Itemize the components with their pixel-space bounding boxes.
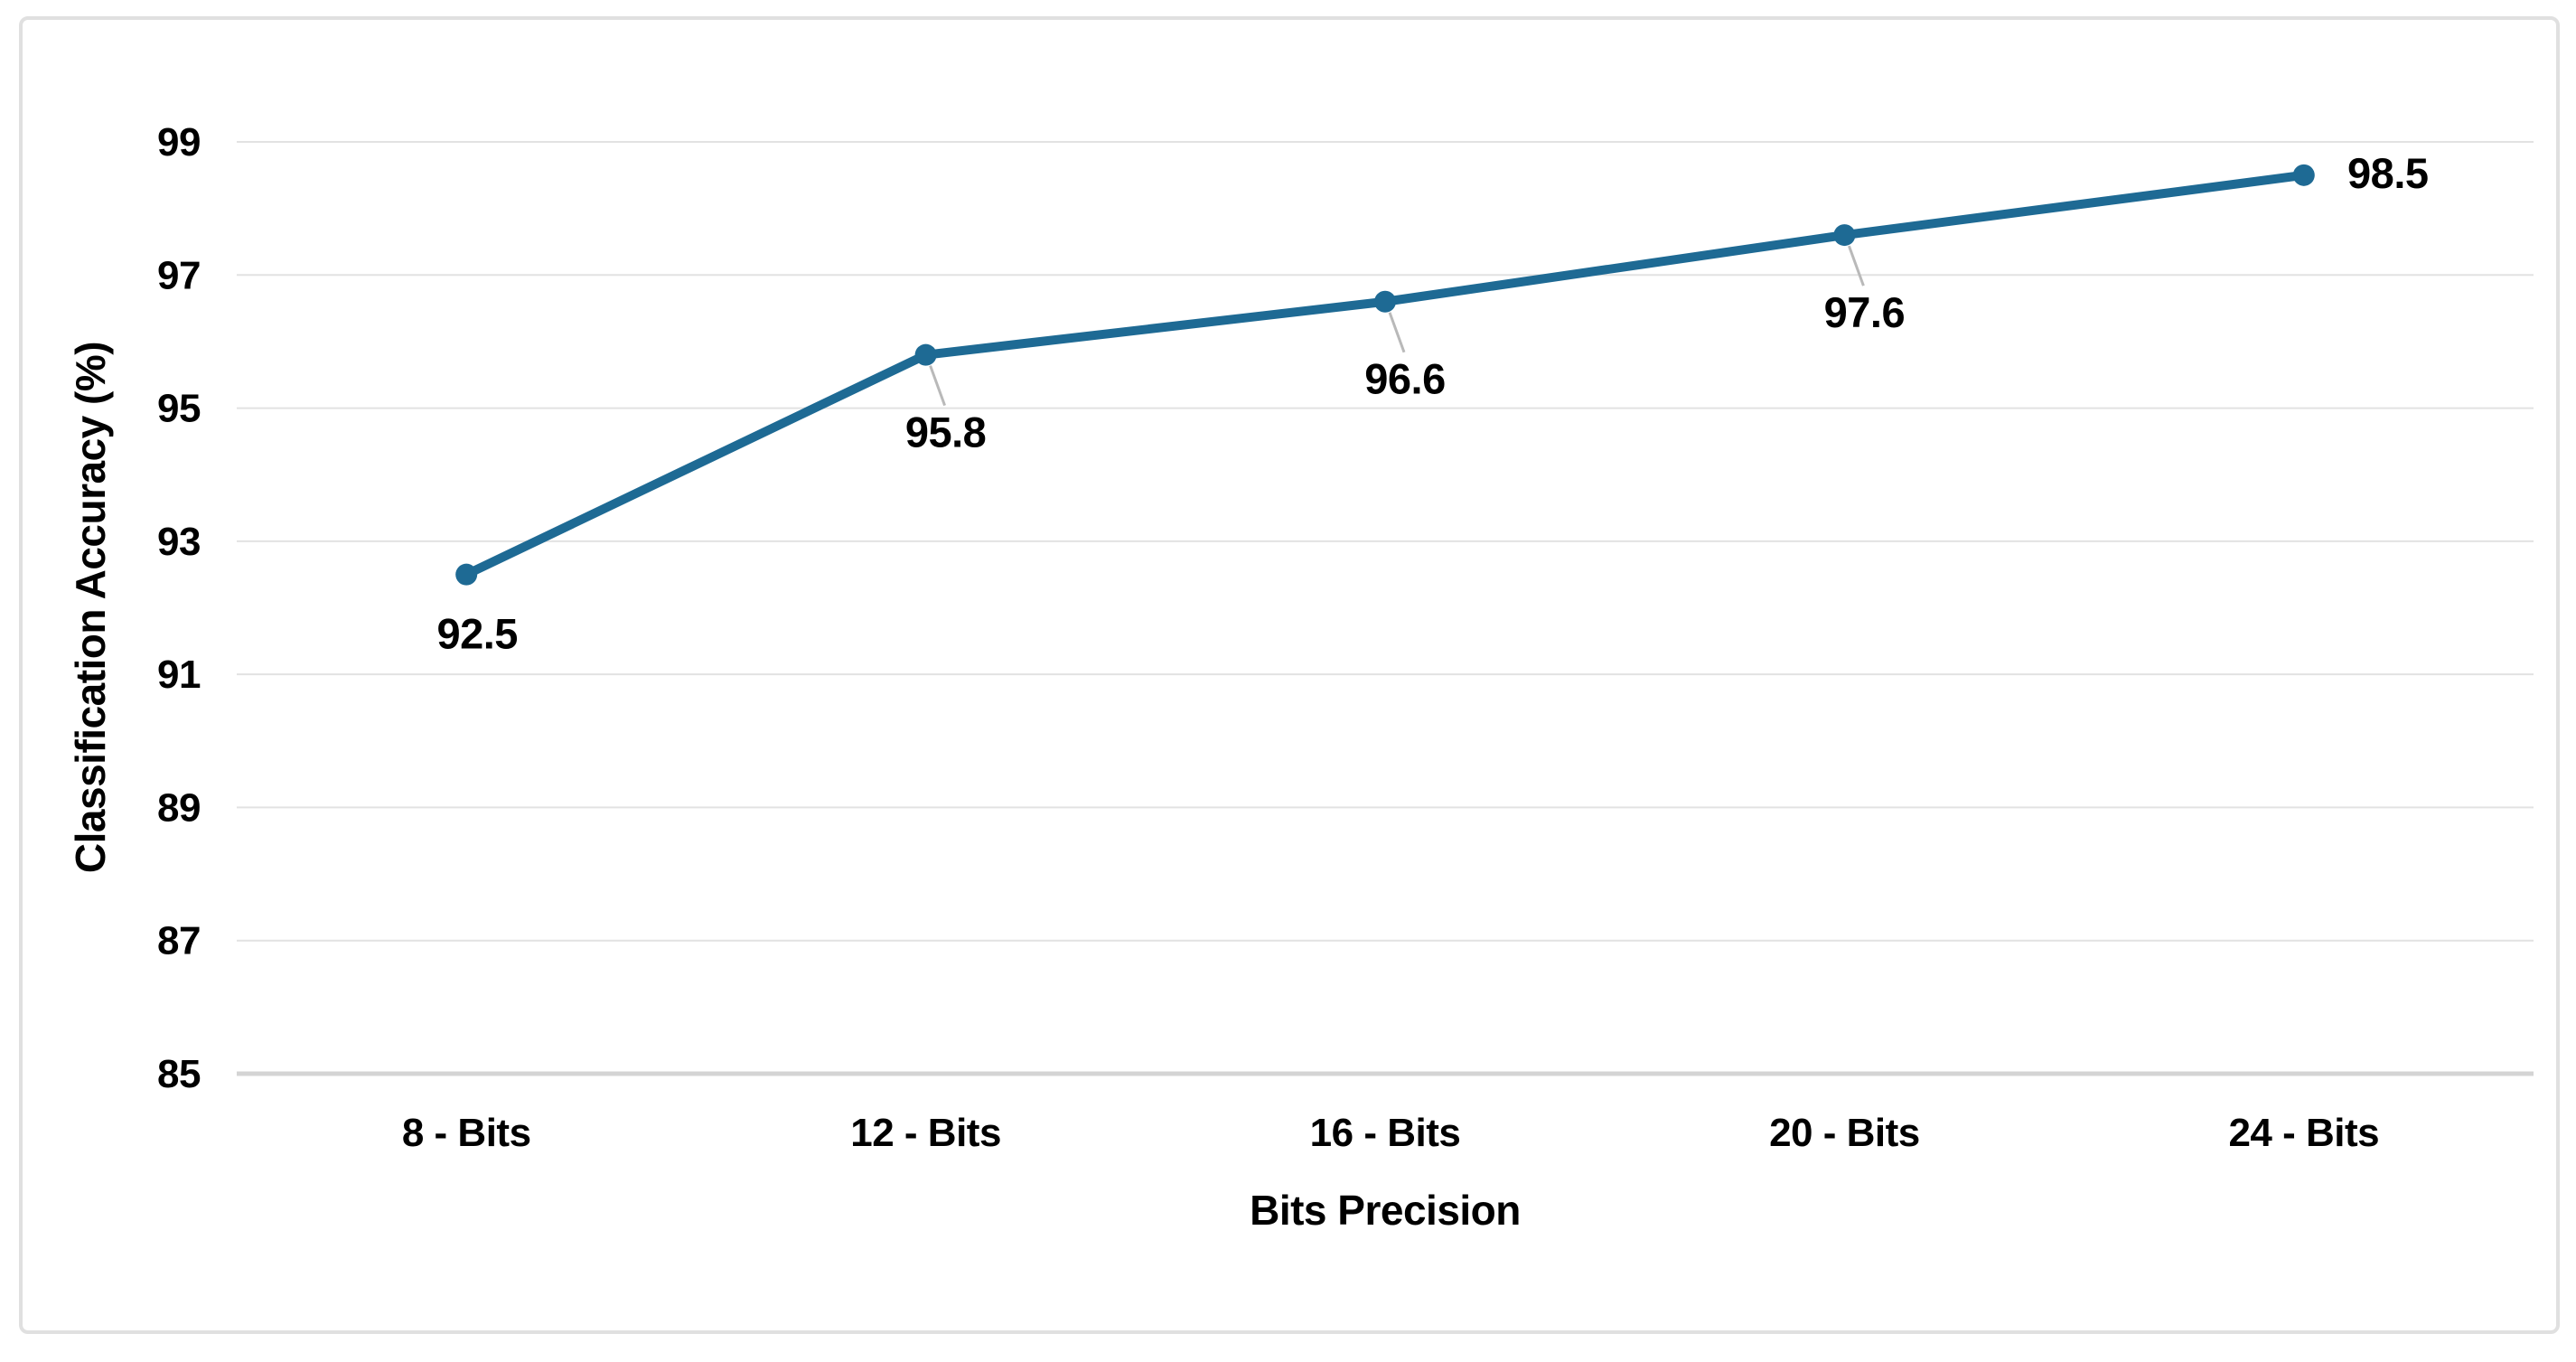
data-label-leader [929,365,947,407]
data-point-marker [455,563,478,586]
data-label: 98.5 [2347,149,2428,197]
y-axis-title: Classification Accuracy (%) [67,342,114,873]
data-point-marker [2292,164,2315,186]
y-tick-label: 91 [157,653,201,697]
y-tick-label: 99 [157,120,201,164]
y-axis-tick-labels: 85 87 89 91 93 95 97 99 [157,120,201,1096]
data-point-marker [914,343,937,366]
data-label: 95.8 [905,409,986,456]
data-label: 97.6 [1824,288,1905,336]
y-tick-label: 85 [157,1052,201,1096]
data-label-leader [1847,245,1865,286]
data-series [455,164,2315,586]
data-label: 96.6 [1364,355,1445,403]
x-axis-title: Bits Precision [1250,1187,1521,1234]
y-tick-label: 97 [157,253,201,297]
data-labels: 92.5 95.8 96.6 97.6 98.5 [436,149,2429,658]
x-tick-label: 24 - Bits [2228,1111,2379,1155]
x-tick-label: 8 - Bits [402,1111,531,1155]
data-point-marker [1833,224,1856,247]
x-tick-label: 12 - Bits [850,1111,1001,1155]
y-tick-label: 89 [157,785,201,830]
y-tick-label: 93 [157,520,201,564]
y-tick-label: 87 [157,919,201,963]
x-axis-tick-labels: 8 - Bits 12 - Bits 16 - Bits 20 - Bits 24 - … [402,1111,2380,1155]
x-tick-label: 20 - Bits [1769,1111,1920,1155]
data-point-marker [1374,290,1396,313]
y-tick-label: 95 [157,387,201,431]
data-label-leader [1388,312,1406,353]
gridlines [237,141,2534,1076]
x-tick-label: 16 - Bits [1310,1111,1461,1155]
data-label: 92.5 [436,610,517,658]
